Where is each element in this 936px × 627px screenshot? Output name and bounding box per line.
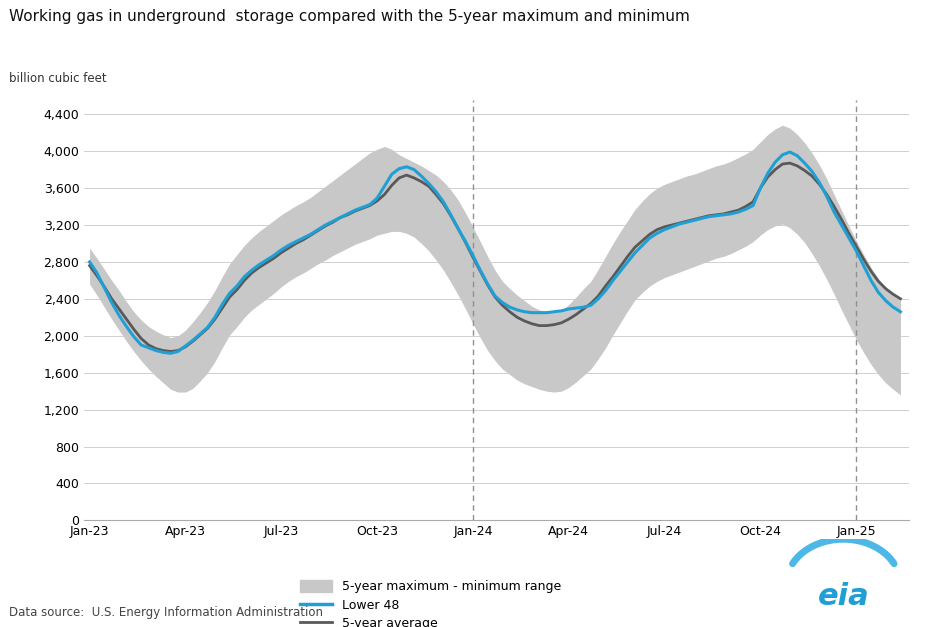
Text: Data source:  U.S. Energy Information Administration: Data source: U.S. Energy Information Adm… xyxy=(9,606,323,619)
Text: eia: eia xyxy=(816,582,869,611)
Legend: 5-year maximum - minimum range, Lower 48, 5-year average: 5-year maximum - minimum range, Lower 48… xyxy=(298,577,563,627)
Text: billion cubic feet: billion cubic feet xyxy=(9,72,107,85)
Text: Working gas in underground  storage compared with the 5-year maximum and minimum: Working gas in underground storage compa… xyxy=(9,9,690,24)
